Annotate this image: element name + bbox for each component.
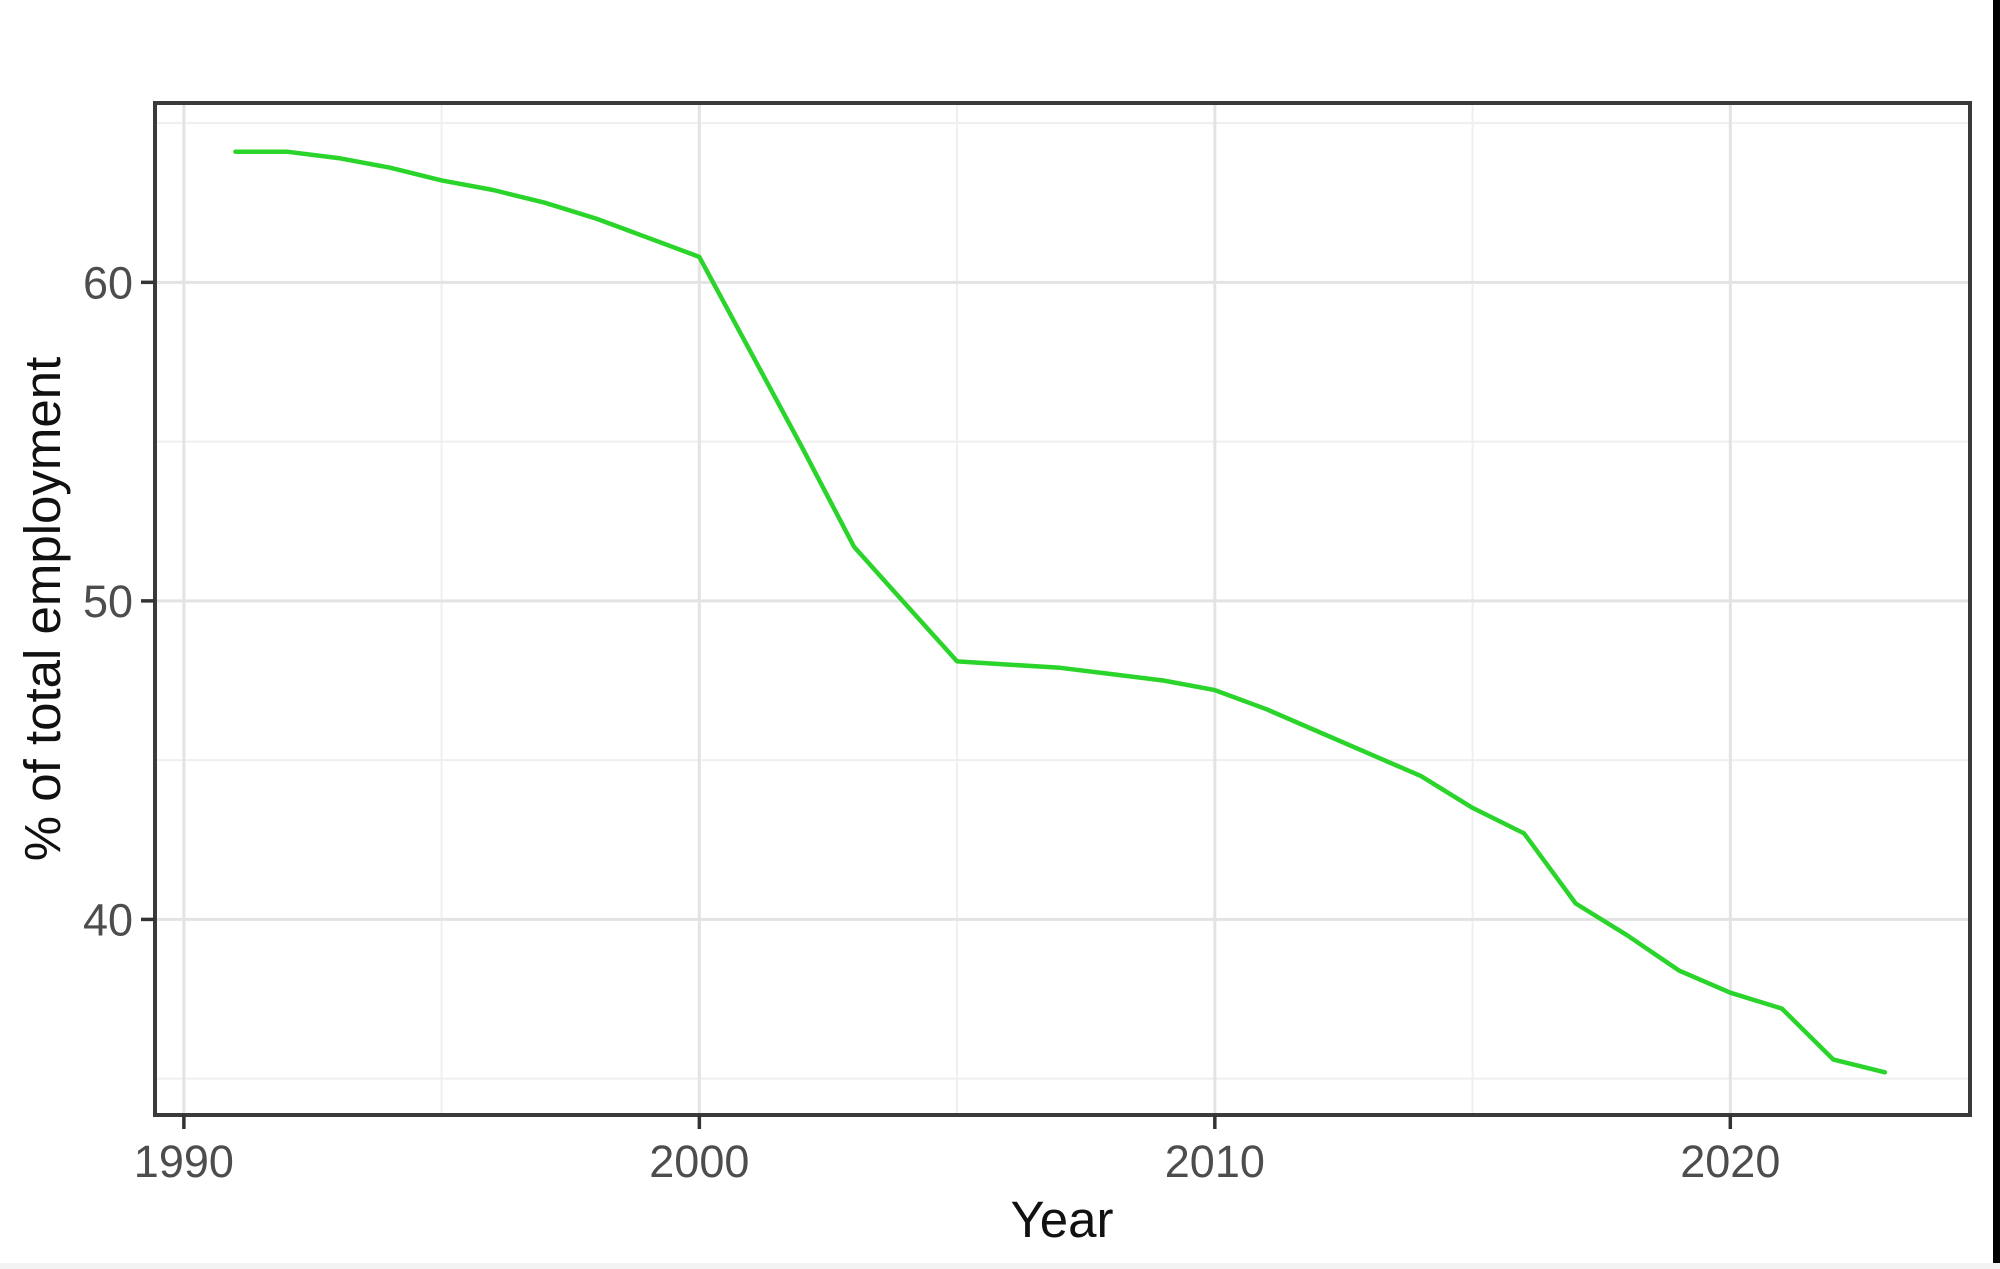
x-tick-label: 1990 [134, 1136, 234, 1187]
tick-labels: 1990 2000 2010 2020 40 50 60 [83, 257, 1780, 1187]
y-tick-label: 60 [83, 257, 133, 308]
x-axis-title: Year [1010, 1191, 1113, 1248]
employment-trend-line [233, 149, 1888, 1075]
y-axis-title: % of total employment [14, 357, 71, 862]
x-tick-label: 2010 [1165, 1136, 1265, 1187]
data-series-layer [233, 149, 1888, 1075]
x-tick-label: 2000 [649, 1136, 749, 1187]
panel-border [153, 101, 1972, 1117]
screenshot-bottom-strip [0, 1263, 2000, 1269]
y-tick-label: 40 [83, 894, 133, 945]
y-tick-label: 50 [83, 576, 133, 627]
screenshot-right-edge-bar [1993, 0, 2000, 1269]
major-gridlines [155, 103, 1970, 1115]
tick-marks [141, 280, 1733, 1129]
minor-gridlines [155, 103, 1970, 1115]
x-tick-label: 2020 [1680, 1136, 1780, 1187]
